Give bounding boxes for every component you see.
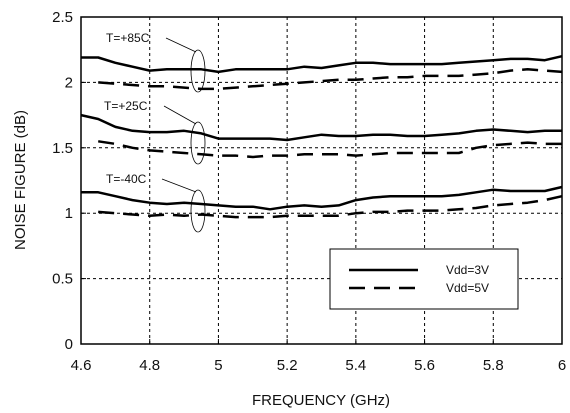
- annotation-ellipse-t-25: [190, 121, 206, 165]
- series-line-t25c-solid: [80, 113, 562, 142]
- legend-label-vdd-3v: Vdd=3V: [446, 263, 489, 277]
- annotation-label-t-25: T=+25C: [104, 99, 148, 113]
- annotation-ellipse-t-40: [190, 189, 206, 233]
- x-tick-label: 4.8: [139, 357, 160, 374]
- legend-label-vdd-5v: Vdd=5V: [446, 281, 489, 295]
- series-layer: [80, 54, 563, 219]
- annotation-label-t-85: T=+85C: [106, 31, 150, 45]
- x-tick-label: 5.6: [414, 357, 435, 374]
- annotation-t-85: T=+85C: [106, 31, 206, 93]
- x-tick-label: 4.6: [71, 357, 92, 374]
- series-line-t40c-solid: [81, 185, 563, 211]
- annotation-t-25: T=+25C: [104, 99, 206, 165]
- series-line-t85c-dashed: [98, 68, 563, 91]
- annotation-label-t-40: T=-40C: [106, 172, 147, 186]
- y-tick-label: 0: [65, 336, 73, 353]
- x-tick-label: 5.2: [277, 357, 298, 374]
- x-tick-label: 5.8: [483, 357, 504, 374]
- y-tick-label: 1: [65, 205, 73, 222]
- series-line-t40c-dashed: [98, 194, 563, 219]
- x-tick-label: 5: [214, 357, 222, 374]
- plot-frame: [80, 16, 563, 345]
- legend: Vdd=3V Vdd=5V: [329, 248, 519, 310]
- y-axis-title: NOISE FIGURE (dB): [12, 110, 29, 250]
- y-tick-label: 1.5: [52, 140, 73, 157]
- x-tick-label: 6: [558, 357, 566, 374]
- annotation-leader-t-40: [161, 178, 197, 193]
- series-line-t85c-solid: [81, 54, 563, 74]
- grid-layer: [81, 17, 562, 344]
- y-tick-label: 2: [65, 74, 73, 91]
- y-tick-label: 2.5: [52, 9, 73, 26]
- y-tick-label: 0.5: [52, 271, 73, 288]
- series-line-t25c-dashed: [98, 140, 562, 159]
- annotation-ellipse-t-85: [190, 49, 206, 93]
- legend-box: [329, 248, 519, 310]
- x-axis-title: FREQUENCY (GHz): [252, 392, 390, 409]
- x-tick-label: 5.4: [345, 357, 366, 374]
- annotation-leader-t-85: [165, 37, 197, 53]
- annotation-leader-t-25: [163, 105, 197, 125]
- annotation-t-40: T=-40C: [106, 172, 206, 233]
- tick-layer: 4.6 4.8 5 5.2 5.4 5.6 5.8 6 0 0.5 1 1.5 2 2.5: [52, 9, 566, 374]
